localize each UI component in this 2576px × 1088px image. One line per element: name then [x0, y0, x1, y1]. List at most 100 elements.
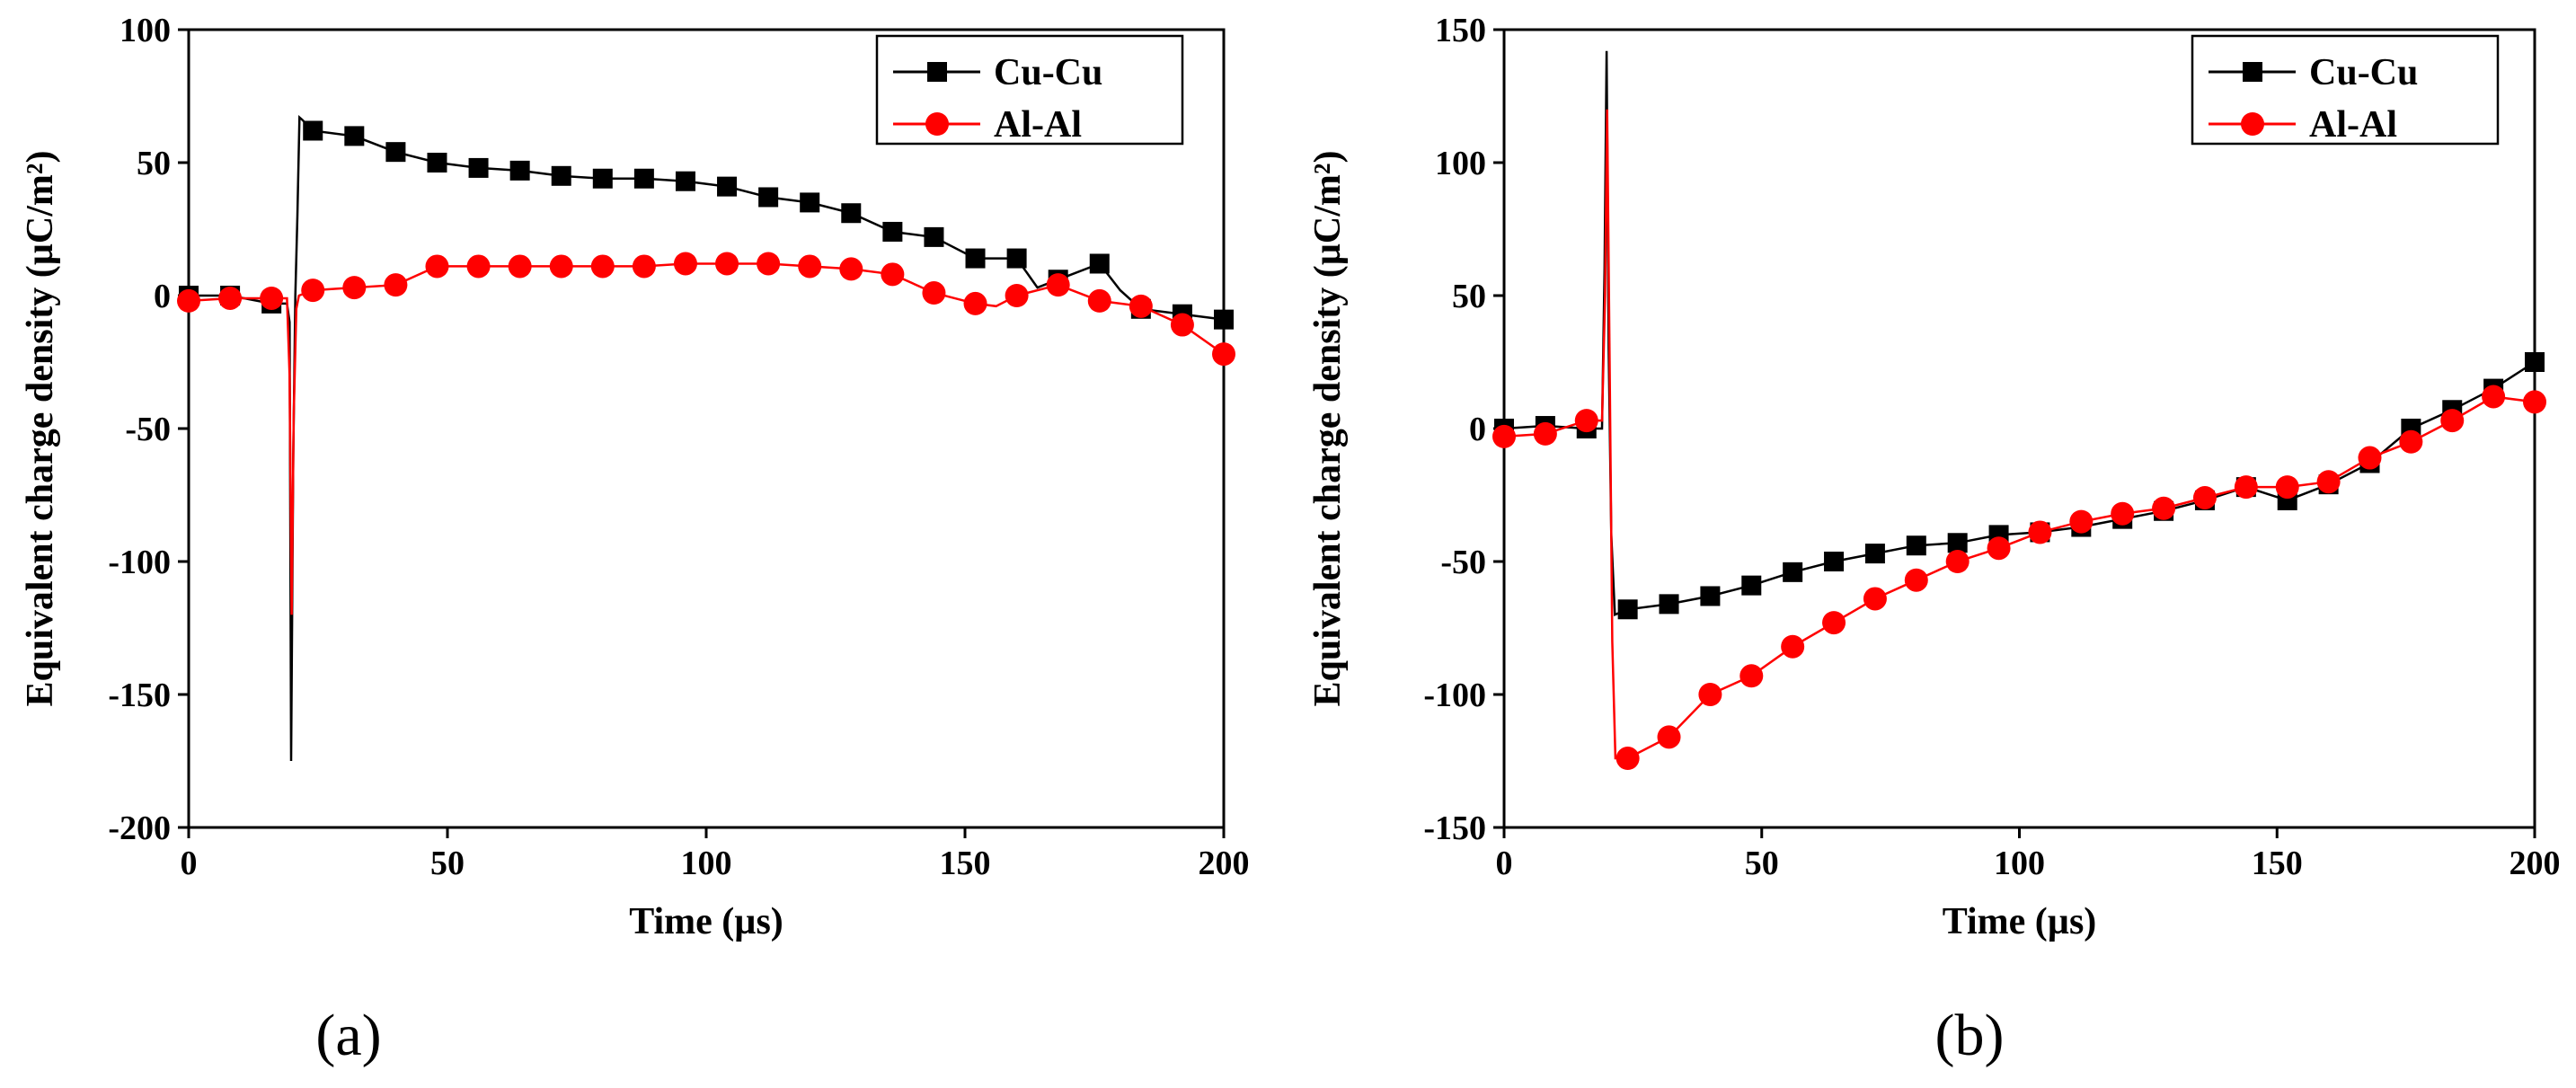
series-line-cu-cu [189, 115, 1225, 762]
data-point-cu-cu [1659, 594, 1679, 615]
data-point-al-al [673, 252, 697, 276]
data-point-al-al [881, 262, 905, 287]
y-tick-label: -50 [1440, 544, 1486, 581]
data-point-cu-cu [1741, 575, 1762, 596]
data-point-cu-cu [509, 160, 530, 181]
legend-label: Al-Al [994, 104, 1082, 146]
data-point-al-al [384, 273, 408, 297]
panel-label-b: (b) [1934, 1003, 2005, 1068]
data-point-cu-cu [385, 142, 406, 163]
plot-frame [187, 28, 1226, 829]
chart-b: 0 50 100 150 200 -150 -100 -50 0 50 100 150 Time (µs… [1307, 12, 2561, 942]
data-point-al-al [260, 286, 284, 310]
data-point-al-al [1616, 747, 1640, 771]
data-point-cu-cu [303, 120, 323, 141]
x-tick-label: 0 [181, 845, 198, 882]
legend-marker-circle [2241, 112, 2264, 136]
data-point-al-al [2275, 475, 2299, 500]
x-tick-label: 100 [681, 845, 732, 882]
x-tick-label: 50 [1745, 845, 1779, 882]
legend-marker-square [927, 62, 947, 82]
data-point-al-al [590, 254, 615, 279]
data-point-al-al [1046, 273, 1070, 297]
data-point-al-al [301, 279, 325, 303]
data-point-cu-cu [841, 203, 862, 224]
panel-a: 0 50 100 150 200 -200 -150 -100 -50 0 50 100 Time (µ… [20, 12, 1250, 1068]
data-point-cu-cu [1214, 309, 1234, 330]
data-point-al-al [2192, 485, 2217, 509]
data-point-al-al [508, 254, 532, 279]
data-point-al-al [715, 252, 739, 276]
data-point-al-al [2440, 409, 2465, 433]
data-point-al-al [1987, 536, 2011, 561]
data-point-al-al [1170, 313, 1194, 337]
data-point-al-al [2316, 470, 2341, 494]
data-point-al-al [963, 291, 987, 315]
panel-label-a: (a) [315, 1003, 382, 1068]
data-point-al-al [466, 254, 491, 279]
series-line-al-al [188, 262, 1225, 615]
series-line-al-al [1503, 109, 2536, 760]
legend-label: Cu-Cu [2309, 52, 2418, 93]
data-point-al-al [549, 254, 573, 279]
x-tick-label: 150 [2252, 845, 2303, 882]
legend-label: Al-Al [2309, 104, 2397, 146]
data-point-cu-cu [1700, 586, 1721, 606]
data-point-cu-cu [1783, 562, 1803, 582]
data-point-cu-cu [1906, 535, 1926, 556]
data-point-al-al [1574, 409, 1598, 433]
y-tick-label: -100 [108, 544, 171, 581]
data-point-al-al [1822, 611, 1846, 635]
data-point-al-al [798, 254, 822, 279]
legend-marker-square [2243, 62, 2262, 82]
panel-b: 0 50 100 150 200 -150 -100 -50 0 50 100 150 Time (µs… [1288, 0, 2575, 1088]
data-point-al-al [1212, 342, 1235, 367]
data-point-al-al [922, 281, 946, 305]
x-tick-label: 50 [430, 845, 465, 882]
data-point-al-al [2358, 446, 2382, 470]
data-point-cu-cu [1947, 533, 1968, 553]
data-point-al-al [1739, 664, 1764, 688]
data-point-cu-cu [717, 176, 738, 197]
y-tick-label: 150 [1435, 12, 1486, 49]
data-point-al-al [632, 254, 656, 279]
y-tick-label: 0 [154, 278, 171, 315]
data-point-al-al [1129, 294, 1153, 318]
y-tick-label: 100 [1435, 145, 1486, 182]
data-point-al-al [1904, 568, 1928, 592]
data-point-al-al [1863, 587, 1887, 611]
chart-a: 0 50 100 150 200 -200 -150 -100 -50 0 50 100 Time (µ… [20, 12, 1250, 942]
y-tick-label: 100 [120, 12, 171, 49]
data-point-al-al [1087, 288, 1111, 313]
data-point-al-al [177, 288, 200, 313]
y-tick-label: -100 [1423, 677, 1486, 714]
data-point-cu-cu [965, 248, 986, 269]
data-point-al-al [1533, 421, 1557, 446]
data-point-al-al [839, 257, 863, 281]
x-tick-label: 200 [1199, 845, 1250, 882]
data-point-cu-cu [924, 226, 944, 247]
data-point-al-al [1005, 284, 1029, 307]
data-point-al-al [1492, 424, 1516, 448]
data-point-al-al [218, 286, 243, 310]
data-point-al-al [342, 276, 367, 300]
y-tick-label: 50 [1452, 278, 1486, 315]
data-point-cu-cu [427, 153, 447, 172]
x-tick-label: 200 [2510, 845, 2561, 882]
legend-label: Cu-Cu [994, 52, 1102, 93]
data-point-al-al [2234, 475, 2258, 500]
data-point-cu-cu [675, 171, 695, 191]
y-axis-title: Equivalent charge density (µC/m²) [20, 151, 61, 707]
x-tick-label: 100 [1994, 845, 2045, 882]
y-axis-title: Equivalent charge density (µC/m²) [1307, 151, 1349, 707]
data-point-cu-cu [551, 165, 571, 186]
data-point-cu-cu [344, 126, 365, 146]
data-point-al-al [757, 252, 781, 276]
data-point-al-al [2152, 496, 2176, 520]
data-point-al-al [1657, 725, 1681, 749]
y-tick-label: -150 [108, 677, 171, 714]
x-axis-title: Time (µs) [629, 901, 783, 942]
legend-marker-circle [925, 112, 949, 136]
data-point-cu-cu [882, 221, 903, 242]
data-point-cu-cu [1617, 599, 1638, 620]
